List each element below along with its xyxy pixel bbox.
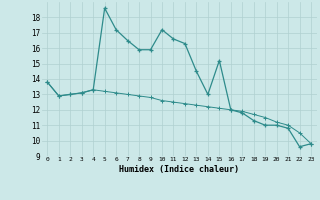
X-axis label: Humidex (Indice chaleur): Humidex (Indice chaleur): [119, 165, 239, 174]
